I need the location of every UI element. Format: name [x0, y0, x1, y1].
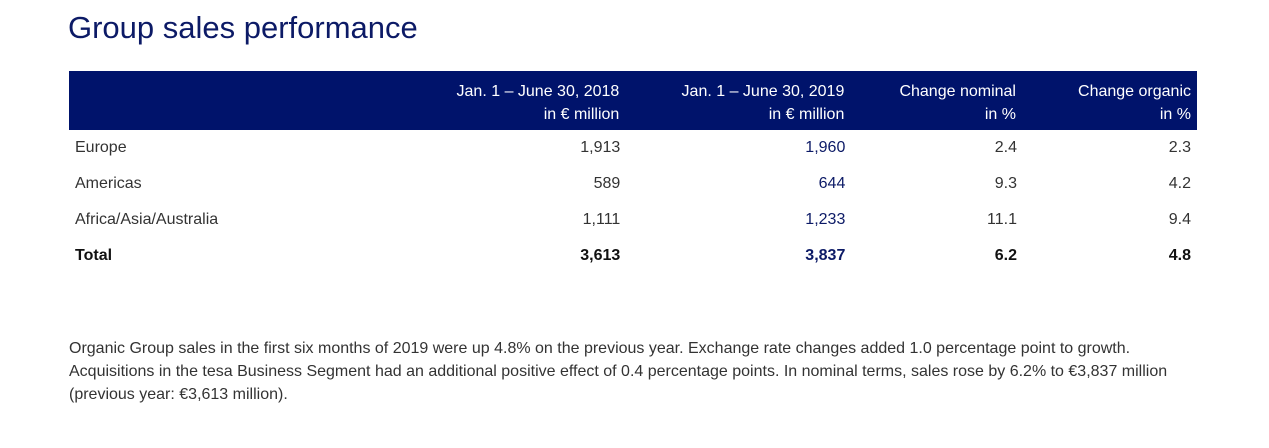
page-title: Group sales performance	[68, 10, 418, 45]
sales-table: Jan. 1 – June 30, 2018 in € million Jan. …	[69, 71, 1197, 274]
header-change-organic: Change organic in %	[1017, 71, 1197, 130]
header-unit: in € million	[768, 106, 845, 123]
value-2018: 1,111	[582, 211, 621, 228]
region-cell: Europe	[75, 139, 127, 156]
table-row: Africa/Asia/Australia 1,111 1,233 11.1 9…	[69, 202, 1197, 238]
header-line: Change organic	[1078, 83, 1191, 100]
change-organic: 4.2	[1168, 175, 1191, 192]
table-row: Europe 1,913 1,960 2.4 2.3	[69, 130, 1197, 166]
table-header: Jan. 1 – June 30, 2018 in € million Jan. …	[69, 71, 1197, 130]
header-unit: in %	[984, 106, 1016, 123]
header-2018: Jan. 1 – June 30, 2018 in € million	[218, 71, 620, 130]
change-organic: 9.4	[1168, 211, 1191, 228]
header-line: Jan. 1 – June 30, 2018	[456, 83, 620, 100]
change-nominal: 9.3	[994, 175, 1017, 192]
header-line: Jan. 1 – June 30, 2019	[681, 83, 845, 100]
value-2018: 589	[593, 175, 621, 192]
summary-paragraph: Organic Group sales in the first six mon…	[69, 340, 1168, 403]
table-row: Americas 589 644 9.3 4.2	[69, 166, 1197, 202]
region-cell: Americas	[75, 175, 142, 192]
value-2019: 1,233	[805, 211, 846, 228]
value-2019: 3,837	[805, 247, 846, 264]
total-row: Total 3,613 3,837 6.2 4.8	[69, 238, 1197, 274]
change-nominal: 11.1	[987, 211, 1017, 228]
change-nominal: 2.4	[994, 139, 1017, 156]
change-organic: 2.3	[1168, 139, 1191, 156]
header-region	[69, 71, 218, 130]
header-line: Change nominal	[899, 83, 1016, 100]
header-unit: in %	[1159, 106, 1191, 123]
header-2019: Jan. 1 – June 30, 2019 in € million	[620, 71, 845, 130]
region-cell: Total	[75, 247, 113, 264]
value-2018: 3,613	[580, 247, 621, 264]
header-change-nominal: Change nominal in %	[845, 71, 1017, 130]
change-organic: 4.8	[1168, 247, 1191, 264]
region-cell: Africa/Asia/Australia	[75, 211, 219, 228]
value-2019: 644	[818, 175, 846, 192]
value-2018: 1,913	[580, 139, 621, 156]
change-nominal: 6.2	[994, 247, 1017, 264]
value-2019: 1,960	[805, 139, 846, 156]
header-unit: in € million	[543, 106, 620, 123]
